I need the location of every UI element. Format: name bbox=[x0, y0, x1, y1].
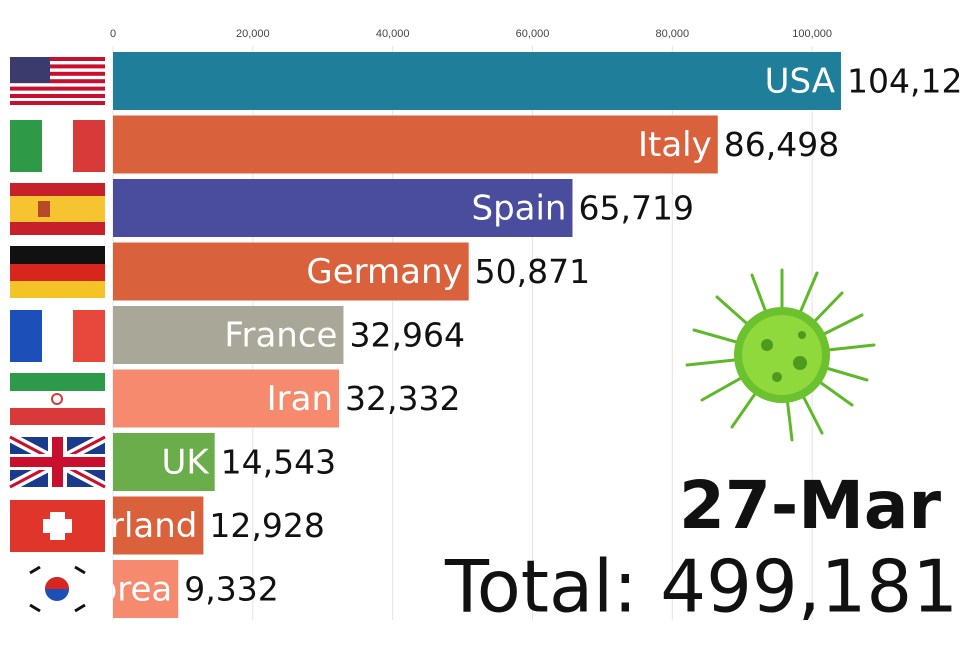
flag-uk bbox=[7, 432, 108, 492]
bar-label-group: rland bbox=[110, 506, 197, 546]
value-label: 14,543 bbox=[221, 443, 336, 482]
bar bbox=[113, 433, 215, 491]
bar bbox=[113, 496, 204, 555]
bar-label: orea bbox=[96, 570, 172, 610]
bar bbox=[113, 115, 718, 174]
x-tick-label: 40,000 bbox=[376, 28, 410, 40]
bar bbox=[113, 52, 841, 110]
bar-label: rland bbox=[110, 506, 197, 546]
bar-label: UK bbox=[161, 443, 210, 483]
value-label: 32,964 bbox=[349, 316, 464, 355]
bars: USA 104,12 Italy 86,498 Spain 65,719 Germany 50… bbox=[96, 52, 962, 618]
value-label: 65,719 bbox=[578, 189, 693, 228]
flag-germany bbox=[10, 246, 105, 298]
flag-iran bbox=[10, 373, 105, 425]
bar bbox=[113, 369, 340, 428]
bar bbox=[113, 306, 344, 364]
flag-spain bbox=[10, 183, 105, 235]
bar-label-group: Spain bbox=[471, 189, 566, 229]
x-tick-label: 60,000 bbox=[516, 28, 550, 40]
virus-illustration bbox=[685, 268, 876, 442]
bar-label-group: USA bbox=[765, 62, 835, 102]
value-label: 104,12 bbox=[847, 62, 962, 101]
bar-label: France bbox=[224, 316, 337, 356]
x-tick-label: 80,000 bbox=[656, 28, 690, 40]
total-label: Total: 499,181 bbox=[444, 545, 958, 629]
bar bbox=[113, 242, 469, 301]
flag-korea bbox=[10, 563, 105, 615]
value-label: 50,871 bbox=[475, 252, 590, 291]
value-label: 86,498 bbox=[724, 125, 839, 164]
bar bbox=[113, 179, 573, 237]
bar-label: Iran bbox=[267, 379, 333, 419]
bar-label-group: orea bbox=[96, 570, 172, 610]
flags bbox=[7, 57, 108, 615]
bar-label: Germany bbox=[306, 252, 462, 292]
x-tick-label: 100,000 bbox=[792, 28, 832, 40]
bar-label-group: Germany bbox=[306, 252, 462, 292]
flag-switzerland bbox=[10, 500, 105, 552]
flag-france bbox=[10, 310, 105, 362]
flag-italy bbox=[10, 120, 105, 172]
bar-label: Spain bbox=[471, 189, 566, 229]
bar-label-group: France bbox=[224, 316, 337, 356]
bar-label: USA bbox=[765, 62, 835, 102]
bar bbox=[113, 560, 179, 618]
bar-label: Italy bbox=[638, 125, 712, 165]
x-tick-label: 0 bbox=[110, 28, 116, 40]
flag-usa bbox=[10, 57, 105, 105]
value-label: 32,332 bbox=[345, 379, 460, 418]
bar-label-group: Italy bbox=[638, 125, 712, 165]
date-label: 27-Mar bbox=[679, 467, 941, 544]
value-label: 12,928 bbox=[209, 506, 324, 545]
value-label: 9,332 bbox=[184, 570, 278, 609]
x-tick-label: 20,000 bbox=[236, 28, 270, 40]
bar-label-group: UK bbox=[161, 443, 210, 483]
bar-label-group: Iran bbox=[267, 379, 333, 419]
